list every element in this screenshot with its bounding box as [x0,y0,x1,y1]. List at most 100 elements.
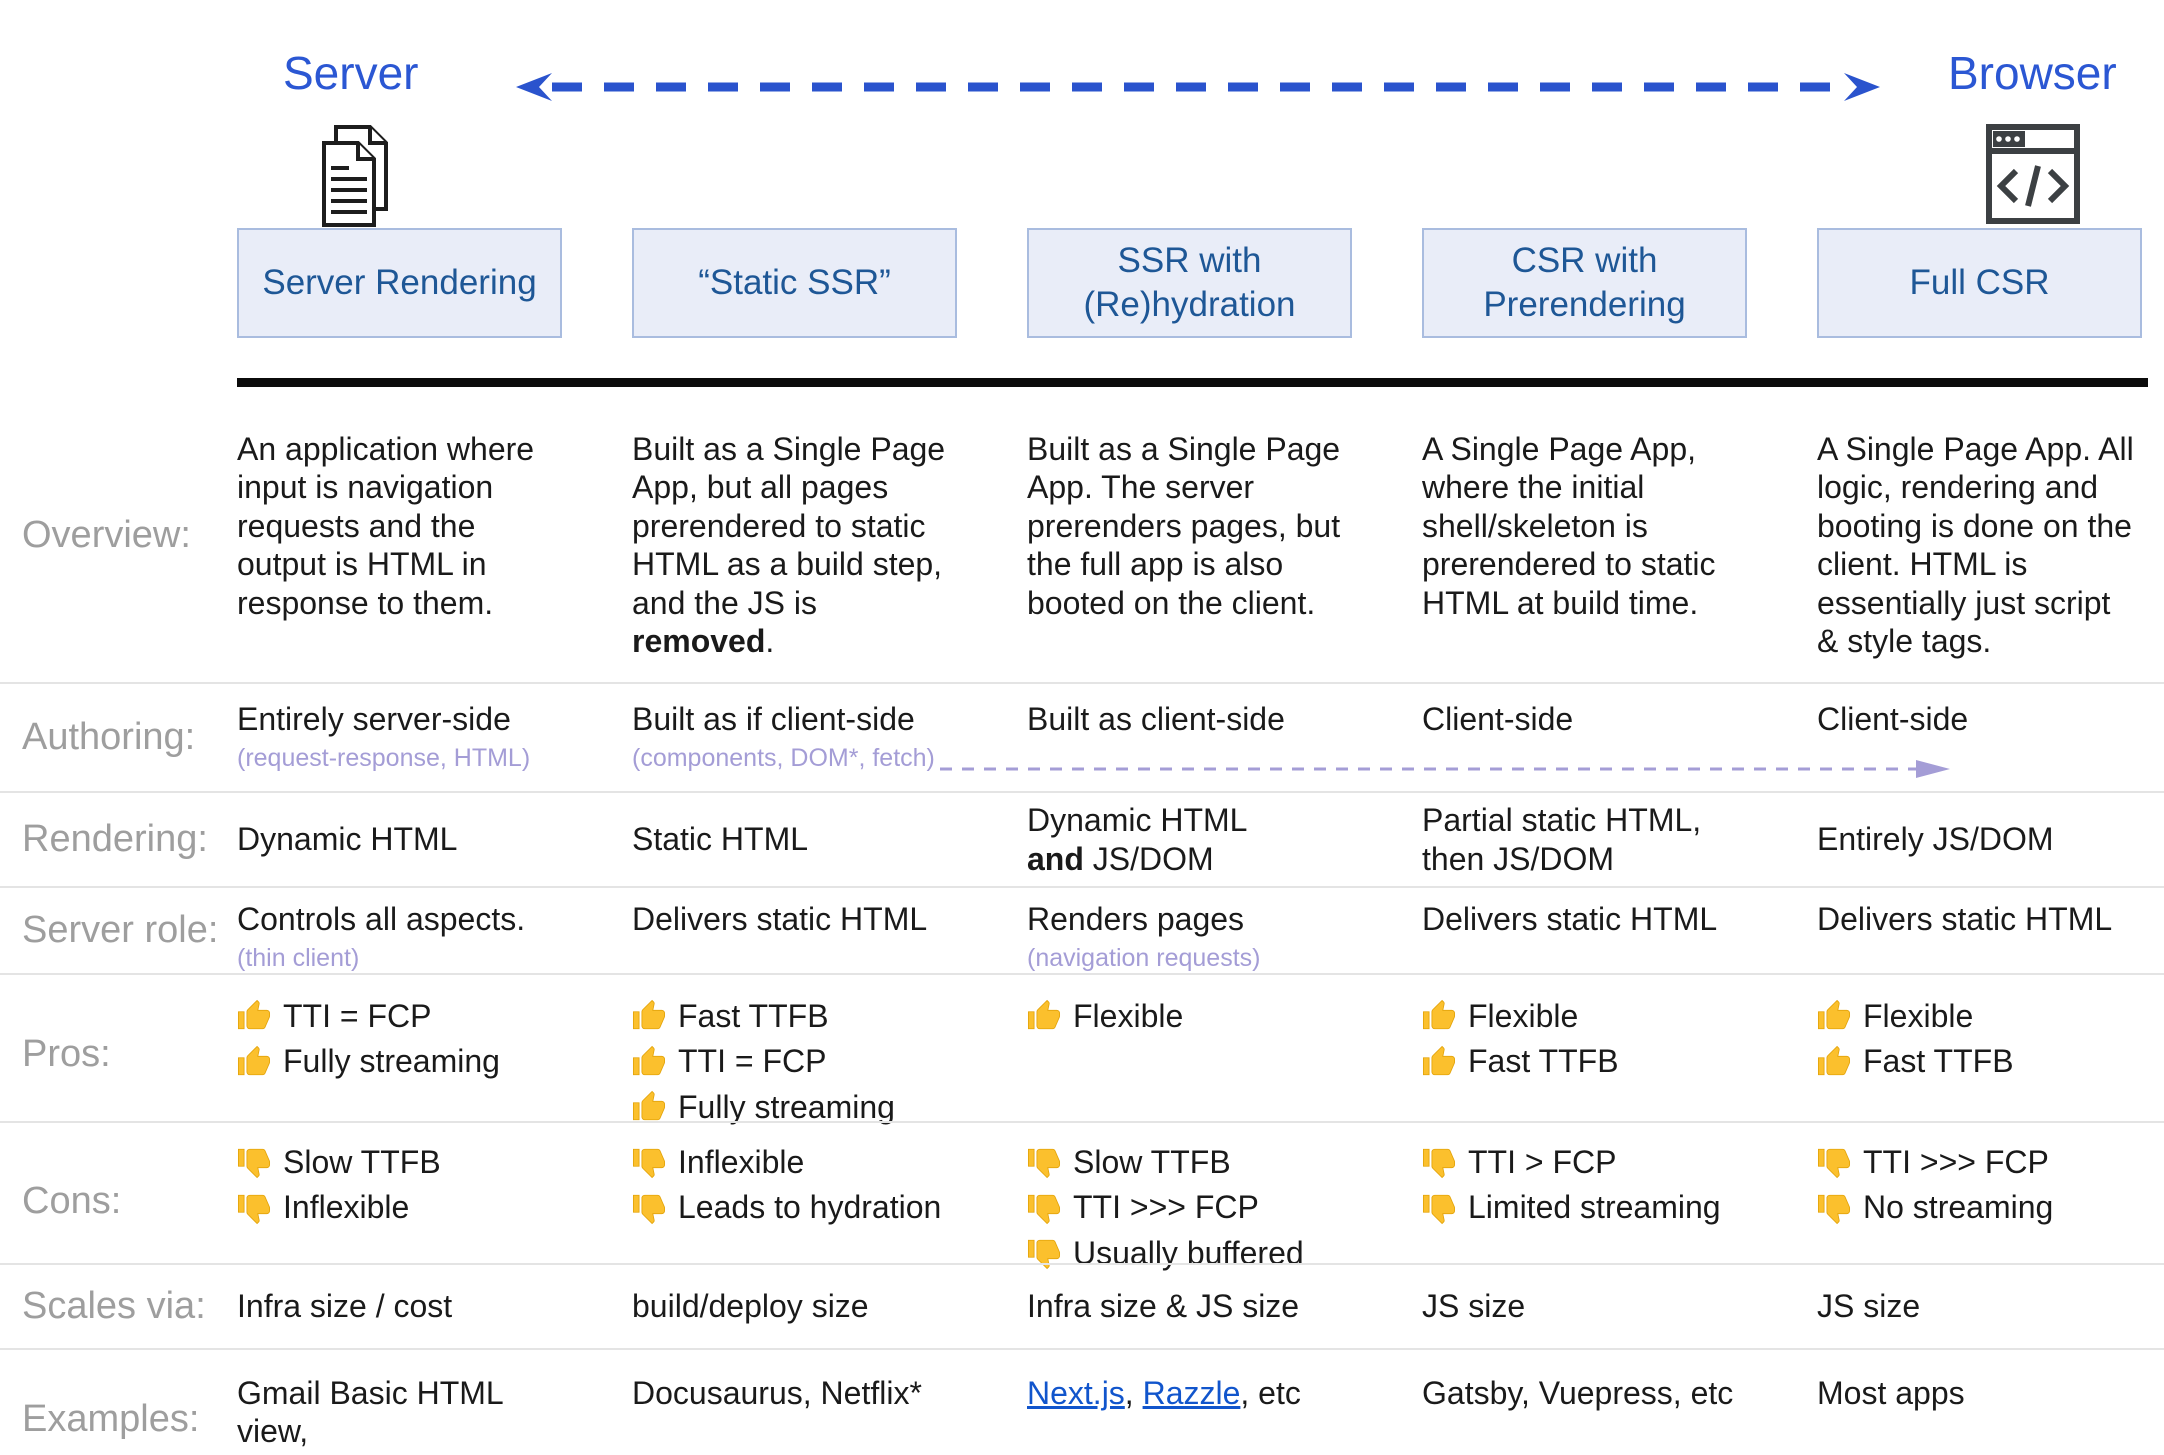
column-header-csr-prerendering: CSR with Prerendering [1422,228,1747,338]
comparison-table: Overview: An application where input is … [0,388,2164,1455]
pro-item: Flexible [1027,997,1350,1035]
con-item: Slow TTFB [1027,1143,1350,1181]
technique-header-row: Server Rendering “Static SSR” SSR with (… [0,228,2164,338]
authoring-full-csr: Client-side [1817,701,1969,737]
scales-csr-prerendering: JS size [1422,1288,1526,1325]
cons-ssr-rehydration: Slow TTFB TTI >>> FCP Usually buffered [1027,1123,1422,1279]
row-label-cons: Cons: [22,1179,122,1222]
thumbs-up-icon [632,1000,666,1030]
pro-item: Fast TTFB [632,997,955,1035]
rendering-full-csr: Entirely JS/DOM [1817,821,2054,858]
thumbs-down-icon [1027,1149,1061,1179]
thumbs-down-icon [632,1194,666,1224]
pro-item: Flexible [1817,997,2140,1035]
header-spacer [0,228,237,338]
row-cons: Cons: Slow TTFB Inflexible Inflexible Lead… [0,1121,2164,1271]
examples-full-csr: Most apps [1817,1375,1965,1411]
thumbs-up-icon [632,1090,666,1121]
thumbs-up-icon [237,1000,271,1030]
server-role-full-csr: Delivers static HTML [1817,901,2113,937]
column-header-static-ssr: “Static SSR” [632,228,957,338]
pro-item: Fully streaming [237,1042,560,1080]
thumbs-down-icon [1027,1194,1061,1224]
pros-csr-prerendering: Flexible Fast TTFB [1422,975,1817,1088]
server-label: Server [283,47,419,99]
nextjs-link[interactable]: Next.js [1027,1375,1125,1411]
con-item: Inflexible [237,1188,560,1226]
thumbs-down-icon [1422,1149,1456,1179]
row-rendering: Rendering: Dynamic HTML Static HTML Dyna… [0,791,2164,886]
examples-static-ssr: Docusaurus, Netflix* [632,1375,922,1411]
thumbs-up-icon [1422,1000,1456,1030]
pros-static-ssr: Fast TTFB TTI = FCP Fully streaming [632,975,1027,1133]
scales-full-csr: JS size [1817,1288,1921,1325]
examples-csr-prerendering: Gatsby, Vuepress, etc [1422,1375,1734,1411]
row-server-role: Server role: Controls all aspects. (thin… [0,886,2164,973]
scales-server-rendering: Infra size / cost [237,1288,453,1325]
authoring-static-ssr: Built as if client-side (components, DOM… [632,684,1027,773]
authoring-csr-prerendering: Client-side [1422,701,1574,737]
overview-ssr-rehydration: Built as a Single Page App. The server p… [1027,431,1341,621]
thumbs-up-icon [1422,1045,1456,1075]
row-label-authoring: Authoring: [22,716,196,758]
server-role-note: (navigation requests) [1027,944,1261,973]
pro-item: Flexible [1422,997,1745,1035]
cons-csr-prerendering: TTI > FCP Limited streaming [1422,1123,1817,1234]
rendering-csr-prerendering: Partial static HTML, then JS/DOM [1422,802,1702,877]
spectrum-header: Server Browser [0,0,2164,388]
thumbs-down-icon [1422,1194,1456,1224]
row-label-examples: Examples: [22,1398,200,1441]
row-overview: Overview: An application where input is … [0,388,2164,682]
overview-static-ssr: Built as a Single Page App, but all page… [632,431,946,659]
server-role-server-rendering: Controls all aspects. (thin client) [237,888,632,973]
cons-full-csr: TTI >>> FCP No streaming [1817,1123,2164,1234]
row-examples: Examples: Gmail Basic HTML view, Hacker … [0,1348,2164,1455]
thumbs-down-icon [1027,1239,1061,1270]
header-divider-line [237,378,2148,387]
thumbs-down-icon [1817,1194,1851,1224]
authoring-server-rendering: Entirely server-side (request-response, … [237,684,632,773]
server-browser-spectrum-arrow [516,73,1880,101]
row-label-server-role: Server role: [22,909,219,952]
pro-item: TTI = FCP [237,997,560,1035]
thumbs-up-icon [632,1045,666,1075]
column-header-server-rendering: Server Rendering [237,228,562,338]
server-role-ssr-rehydration: Renders pages (navigation requests) [1027,888,1422,973]
thumbs-down-icon [237,1194,271,1224]
con-item: Limited streaming [1422,1188,1745,1226]
overview-csr-prerendering: A Single Page App, where the initial she… [1422,431,1716,621]
con-item: Leads to hydration [632,1188,955,1226]
overview-server-rendering: An application where input is navigation… [237,431,535,621]
con-item: No streaming [1817,1188,2140,1226]
rendering-static-ssr: Static HTML [632,821,809,858]
browser-code-icon [1986,124,2080,224]
browser-label: Browser [1948,47,2117,99]
authoring-ssr-rehydration: Built as client-side [1027,701,1285,737]
pro-item: Fully streaming [632,1088,955,1126]
row-label-scales-via: Scales via: [22,1285,206,1327]
con-item: TTI > FCP [1422,1143,1745,1181]
pros-full-csr: Flexible Fast TTFB [1817,975,2164,1088]
authoring-note: (components, DOM*, fetch) [632,744,935,773]
pro-item: Fast TTFB [1422,1042,1745,1080]
pro-item: TTI = FCP [632,1042,955,1080]
con-item: Slow TTFB [237,1143,560,1181]
authoring-note: (request-response, HTML) [237,744,531,773]
row-pros: Pros: TTI = FCP Fully streaming Fast TTFB… [0,973,2164,1125]
rendering-server-rendering: Dynamic HTML [237,821,458,858]
thumbs-down-icon [1817,1149,1851,1179]
rendering-ssr-rehydration: Dynamic HTML and JS/DOM [1027,802,1248,877]
scales-static-ssr: build/deploy size [632,1288,869,1325]
row-authoring: Authoring: Entirely server-side (request… [0,682,2164,791]
pro-item: Fast TTFB [1817,1042,2140,1080]
razzle-link[interactable]: Razzle [1142,1375,1241,1411]
con-item: Inflexible [632,1143,955,1181]
con-item: TTI >>> FCP [1027,1188,1350,1226]
thumbs-down-icon [237,1149,271,1179]
server-role-csr-prerendering: Delivers static HTML [1422,901,1718,937]
server-documents-icon [322,125,388,227]
examples-ssr-rehydration: Next.js, Razzle, etc [1027,1375,1301,1411]
row-label-pros: Pros: [22,1032,111,1075]
con-item: TTI >>> FCP [1817,1143,2140,1181]
